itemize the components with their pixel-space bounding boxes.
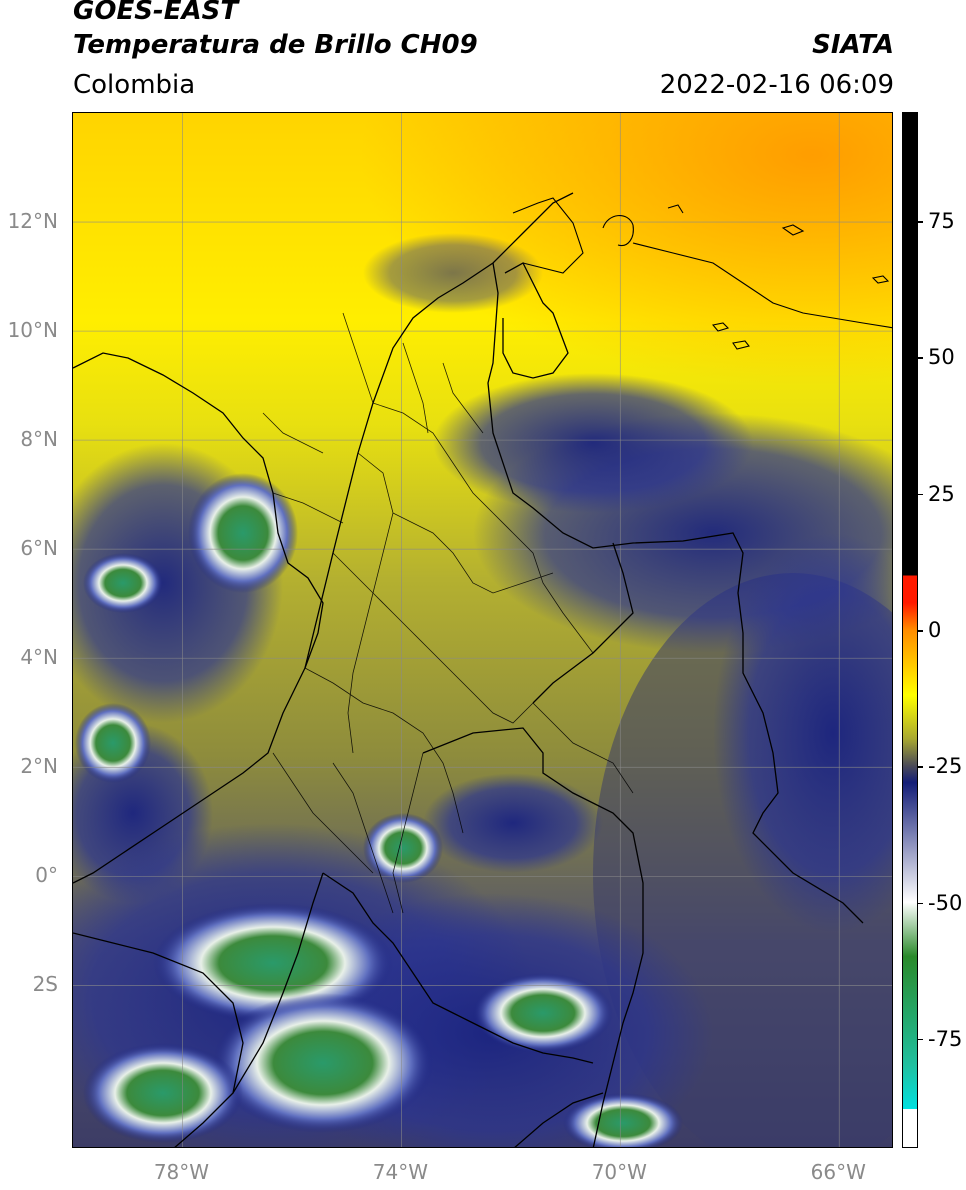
colorbar-tick [918, 630, 923, 632]
colorbar-tick-label: 0 [928, 618, 942, 642]
colorbar-tick [918, 1038, 923, 1041]
latitude-label: 6°N [20, 536, 58, 561]
satellite-map[interactable] [72, 112, 893, 1148]
coastline-islands [512, 197, 892, 350]
colorbar-tick-label: 25 [928, 481, 955, 506]
longitude-label: 78°W [153, 1160, 210, 1184]
country-borders [73, 192, 864, 1147]
colorbar-tick-label: -50 [928, 890, 963, 915]
convective-storm-cells [75, 473, 683, 1147]
department-borders [262, 312, 634, 914]
latitude-label: 10°N [7, 318, 58, 343]
brand-label: SIATA [812, 30, 894, 60]
colorbar-tick [918, 766, 923, 768]
latitude-label: 2°N [20, 754, 58, 779]
colorbar-tick [918, 493, 923, 496]
colorbar-tick [918, 357, 923, 359]
colorbar-tick [918, 221, 923, 223]
latitude-label: 2S [32, 972, 58, 997]
colorbar-tick-label: 75 [928, 209, 955, 234]
latitude-label: 8°N [20, 427, 58, 452]
latitude-label: 0° [35, 863, 58, 888]
colorbar-tick-label: -25 [928, 754, 963, 779]
timestamp-label: 2022-02-16 06:09 [659, 70, 894, 100]
graticule [73, 113, 892, 1147]
latitude-label: 12°N [7, 209, 58, 234]
satellite-title: GOES-EAST [73, 0, 239, 26]
product-title: Temperatura de Brillo CH09 [73, 30, 478, 60]
longitude-label: 66°W [810, 1160, 866, 1184]
temperature-colorbar [902, 112, 918, 1148]
latitude-label: 4°N [20, 645, 58, 670]
colorbar-tick-label: 50 [928, 345, 955, 370]
colorbar-tick [918, 902, 923, 905]
longitude-label: 70°W [591, 1160, 647, 1184]
longitude-label: 74°W [372, 1160, 429, 1184]
colorbar-tick-label: -75 [928, 1026, 963, 1051]
region-label: Colombia [73, 70, 196, 100]
